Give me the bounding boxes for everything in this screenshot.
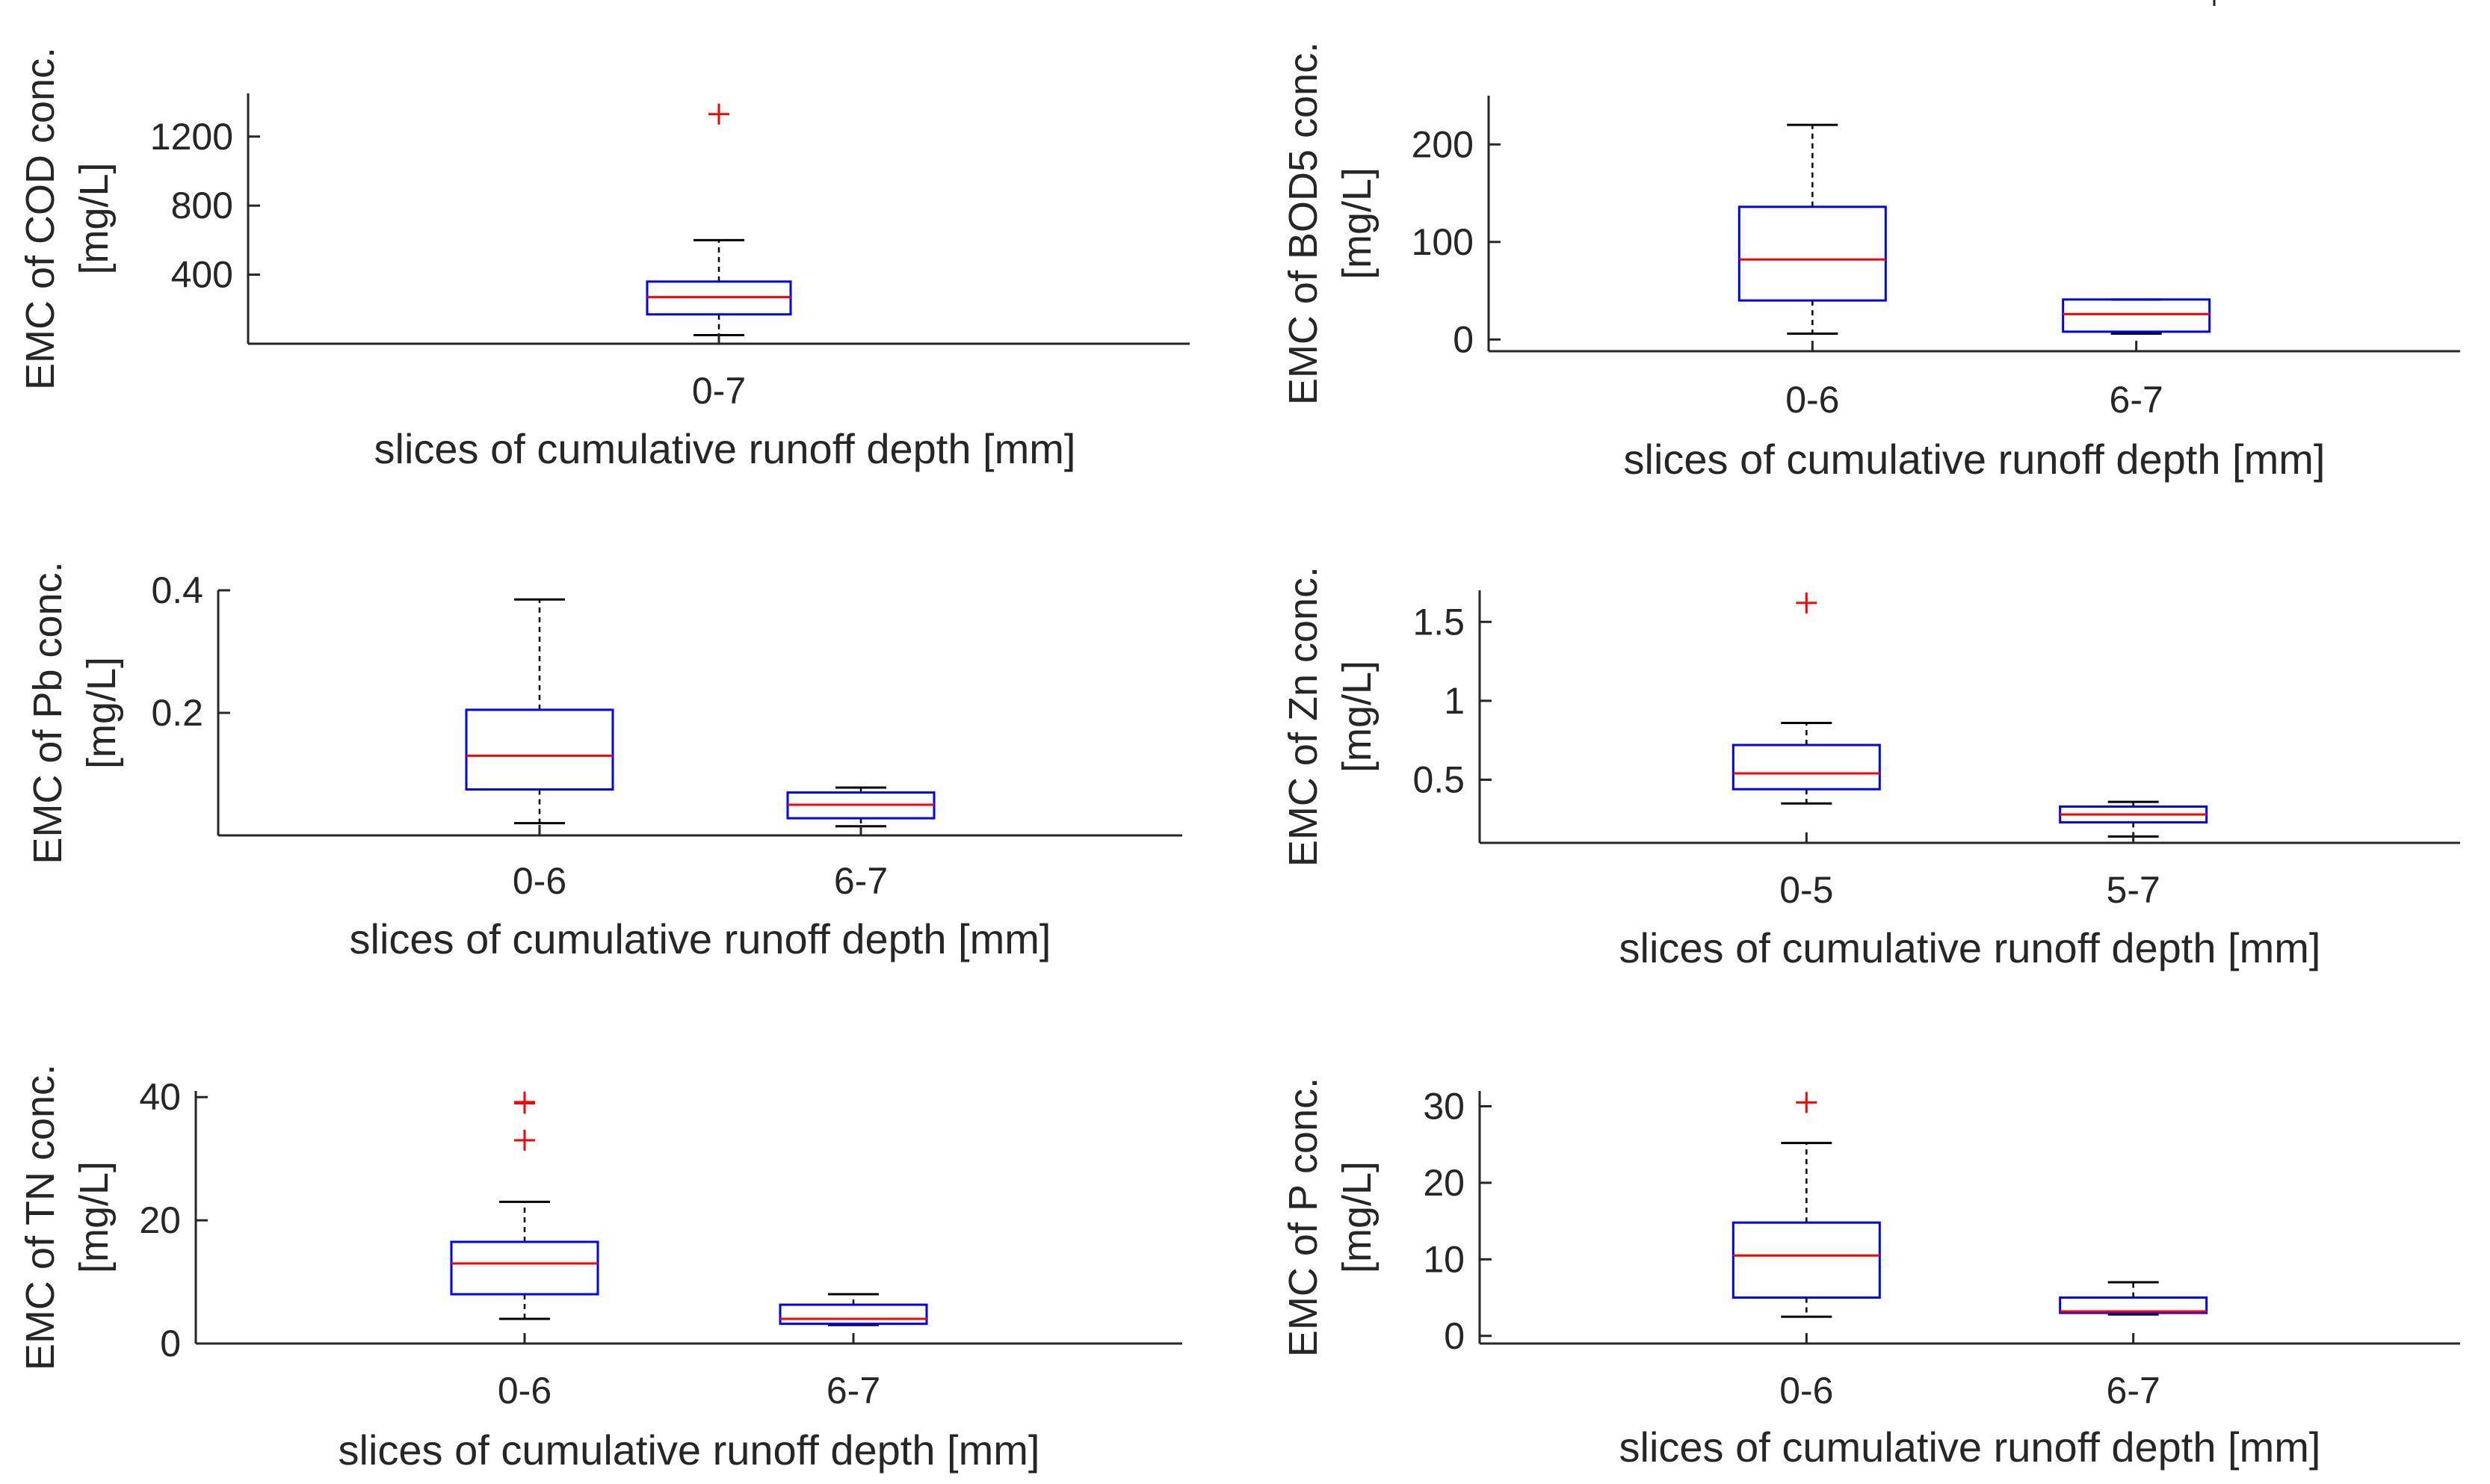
box-iqr bbox=[2059, 1296, 2208, 1314]
x-axis-label: slices of cumulative runoff depth [mm] bbox=[374, 425, 1076, 472]
outlier-marker bbox=[1796, 592, 1817, 613]
x-tick-label: 6-7 bbox=[827, 1370, 880, 1412]
box-2 bbox=[2059, 1281, 2208, 1316]
y-axis-label: EMC of Zn conc. [mg/L] bbox=[1281, 566, 1380, 867]
y-axis-label-line1: EMC of BOD5 conc. bbox=[1281, 42, 1326, 405]
box-1 bbox=[1737, 123, 1887, 336]
y-axis-label-line2: [mg/L] bbox=[72, 1161, 117, 1273]
y-tick-label: 0.2 bbox=[151, 692, 203, 734]
y-axis-label: EMC of BOD5 conc. [mg/L] bbox=[1281, 42, 1380, 405]
y-tick-label: 40 bbox=[139, 1076, 181, 1118]
y-axis-label-line2: [mg/L] bbox=[1335, 1161, 1380, 1273]
box-iqr bbox=[1731, 743, 1881, 791]
subplot-1: 400 800 1200 EMC of COD conc. [mg/L] slices o… bbox=[18, 47, 1190, 472]
y-axis-label: EMC of TN conc. [mg/L] bbox=[18, 1064, 117, 1370]
y-tick-label: 1200 bbox=[150, 116, 233, 158]
x-tick-label: 6-7 bbox=[2107, 1370, 2160, 1412]
outlier-marker bbox=[514, 1129, 535, 1151]
y-tick-label: 30 bbox=[1423, 1085, 1465, 1127]
y-tick-label: 0 bbox=[1444, 1315, 1465, 1357]
subplot-2: 0 100 200 EMC of BOD5 conc. [mg/L] slices of … bbox=[1281, 42, 2460, 483]
y-axis-label-line2: [mg/L] bbox=[1335, 661, 1380, 773]
box-iqr bbox=[1737, 205, 1887, 302]
y-axis-label: EMC of COD conc. [mg/L] bbox=[18, 47, 117, 390]
y-tick-label: 0 bbox=[1453, 318, 1474, 360]
outlier-marker bbox=[708, 103, 729, 125]
box-1 bbox=[1731, 1092, 1881, 1318]
y-tick-label: 100 bbox=[1412, 221, 1474, 263]
outlier-marker bbox=[1796, 1092, 1817, 1113]
box-2 bbox=[786, 786, 936, 828]
y-tick-label: 10 bbox=[1423, 1238, 1465, 1280]
x-tick-label: 6-7 bbox=[2110, 379, 2163, 421]
box-iqr bbox=[450, 1240, 599, 1296]
y-tick-label: 1.5 bbox=[1412, 601, 1465, 643]
y-axis-label: EMC of P conc. [mg/L] bbox=[1281, 1078, 1380, 1357]
y-tick-label: 400 bbox=[171, 254, 233, 296]
y-axis-label-line1: EMC of TN conc. bbox=[18, 1064, 63, 1370]
y-tick-label: 800 bbox=[171, 185, 233, 226]
y-axis-label-line1: EMC of COD conc. bbox=[18, 47, 63, 390]
subplot-6: 0 10 20 30 EMC of P conc. [mg/L] slices of cum… bbox=[1281, 1078, 2460, 1471]
x-axis-label: slices of cumulative runoff depth [mm] bbox=[1624, 436, 2326, 483]
y-axis-label-line1: EMC of Pb conc. bbox=[25, 561, 70, 864]
x-tick-label: 0-5 bbox=[1779, 869, 1833, 911]
x-tick-label: 0-7 bbox=[692, 370, 746, 412]
box-2 bbox=[779, 1293, 928, 1326]
x-tick-label: 5-7 bbox=[2107, 869, 2160, 911]
y-tick-label: 20 bbox=[139, 1199, 181, 1241]
x-tick-label: 0-6 bbox=[1785, 379, 1839, 421]
box-1 bbox=[1731, 592, 1881, 805]
box-iqr bbox=[2062, 298, 2211, 333]
y-tick-label: 0.4 bbox=[151, 569, 203, 611]
box-1 bbox=[450, 1091, 599, 1320]
x-tick-label: 0-6 bbox=[498, 1370, 552, 1412]
box-iqr bbox=[465, 708, 614, 791]
y-axis-label: EMC of Pb conc. [mg/L] bbox=[25, 561, 124, 864]
subplot-5: 0 20 40 EMC of TN conc. [mg/L] slices of cumu… bbox=[18, 1064, 1182, 1474]
outlier-marker bbox=[514, 1091, 535, 1113]
y-axis-label-line2: [mg/L] bbox=[79, 657, 124, 769]
x-axis-label: slices of cumulative runoff depth [mm] bbox=[1619, 924, 2321, 971]
y-axis-label-line1: EMC of P conc. bbox=[1281, 1078, 1326, 1357]
x-tick-label: 0-6 bbox=[513, 860, 566, 902]
x-tick-label: 0-6 bbox=[1779, 1370, 1833, 1412]
y-tick-label: 20 bbox=[1423, 1162, 1465, 1204]
x-tick-label: 6-7 bbox=[834, 860, 888, 902]
box-1 bbox=[646, 103, 792, 336]
x-axis-label: slices of cumulative runoff depth [mm] bbox=[339, 1426, 1040, 1474]
y-tick-label: 1 bbox=[1444, 680, 1465, 722]
y-tick-label: 0.5 bbox=[1412, 759, 1465, 801]
box-1 bbox=[465, 598, 614, 825]
y-tick-label: 200 bbox=[1412, 123, 1474, 165]
y-axis-label-line2: [mg/L] bbox=[72, 162, 117, 274]
x-axis-label: slices of cumulative runoff depth [mm] bbox=[1619, 1423, 2321, 1471]
x-axis-label: slices of cumulative runoff depth [mm] bbox=[350, 915, 1051, 962]
y-axis-label-line1: EMC of Zn conc. bbox=[1281, 566, 1326, 867]
box-iqr bbox=[779, 1303, 928, 1326]
box-iqr bbox=[1731, 1221, 1881, 1299]
subplot-4: 0.5 1 1.5 EMC of Zn conc. [mg/L] slices of cu… bbox=[1281, 566, 2460, 971]
box-2 bbox=[2059, 800, 2208, 838]
box-2 bbox=[2062, 298, 2211, 336]
y-tick-label: 0 bbox=[160, 1323, 181, 1364]
y-axis-label-line2: [mg/L] bbox=[1335, 167, 1380, 279]
subplot-3: 0.2 0.4 EMC of Pb conc. [mg/L] slices of cum… bbox=[25, 561, 1182, 962]
